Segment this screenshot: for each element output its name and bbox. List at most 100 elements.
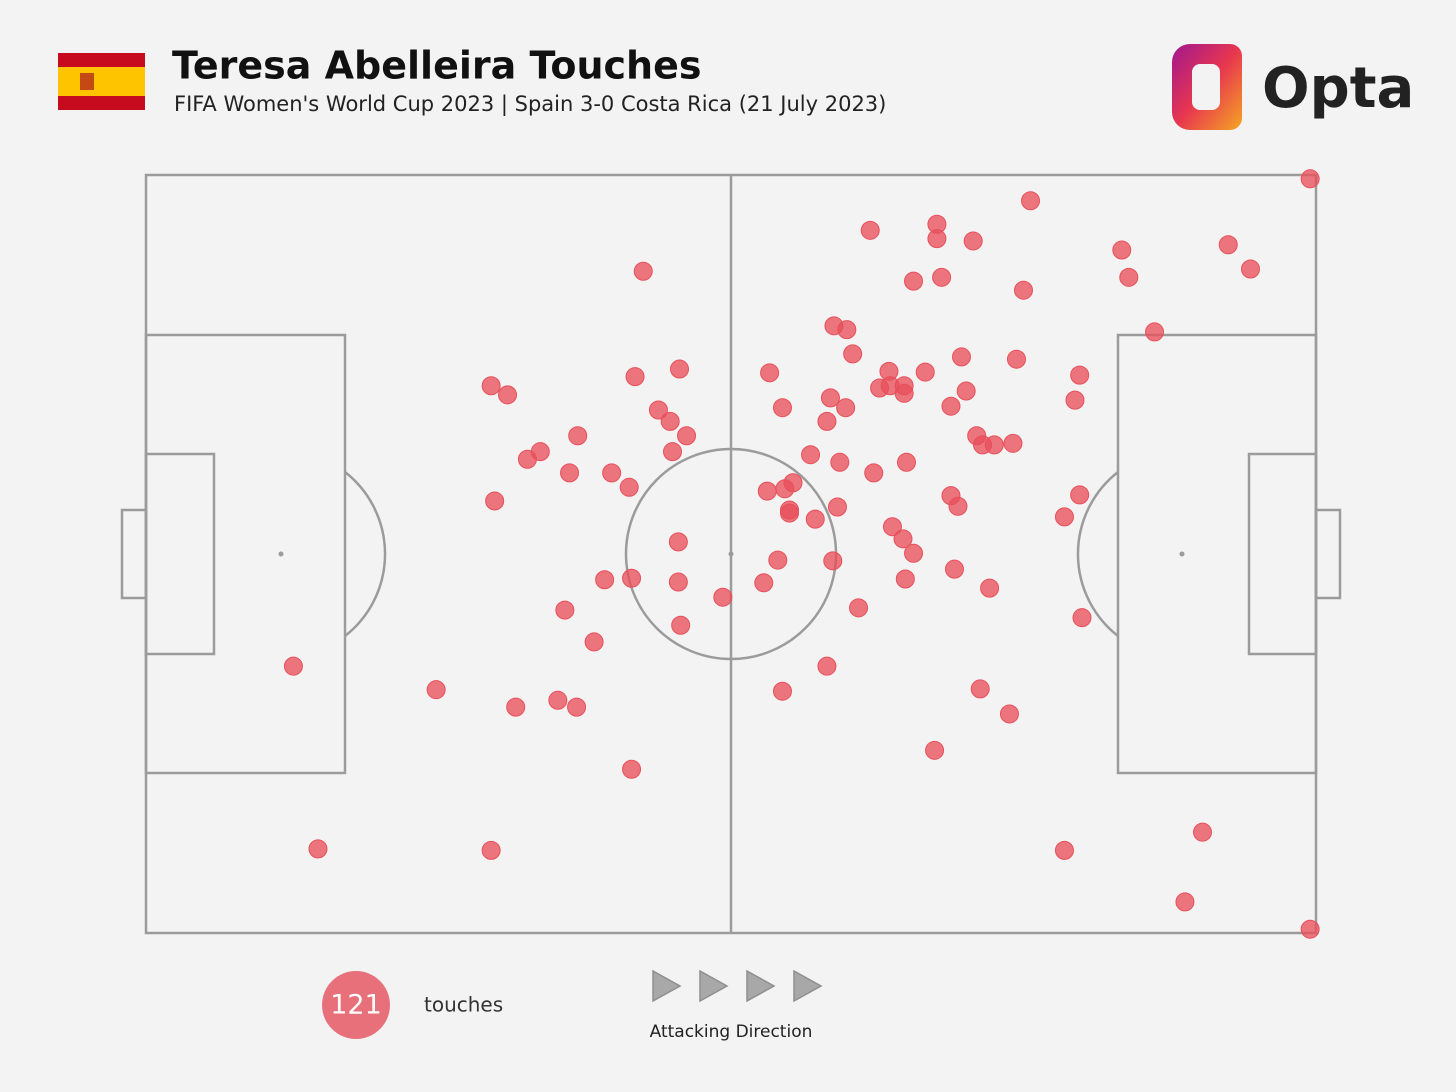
touch: [1054, 840, 1074, 860]
touch: [980, 578, 1000, 598]
touch: [999, 704, 1019, 724]
touch: [633, 261, 653, 281]
touch: [485, 491, 505, 511]
touch: [517, 449, 537, 469]
touch: [1070, 365, 1090, 385]
touch: [827, 497, 847, 517]
touch: [670, 359, 690, 379]
touch: [837, 320, 857, 340]
touch: [506, 697, 526, 717]
touch: [622, 759, 642, 779]
logo-text: Opta: [1262, 56, 1414, 121]
touch: [1021, 191, 1041, 211]
touch: [780, 503, 799, 523]
touch: [1119, 267, 1139, 287]
touch: [1112, 240, 1132, 260]
touch: [283, 656, 303, 676]
touch: [602, 463, 622, 483]
touch: [1218, 235, 1238, 255]
touch: [498, 385, 518, 405]
touch: [970, 679, 990, 699]
touch: [568, 426, 588, 446]
touch: [817, 656, 837, 676]
touch: [893, 529, 913, 549]
touch: [760, 363, 780, 383]
flag: [58, 53, 145, 110]
touch: [948, 496, 968, 516]
touch: [1240, 259, 1260, 279]
total-badge: [322, 971, 390, 1039]
logo-mark: [1172, 44, 1242, 130]
touch: [668, 572, 688, 592]
touch: [560, 463, 580, 483]
touch: [1175, 892, 1195, 912]
touch: [772, 398, 792, 418]
direction-label: Attacking Direction: [650, 1022, 813, 1042]
touch: [595, 570, 615, 590]
total-label: touches: [424, 993, 503, 1017]
touch: [830, 452, 850, 472]
touch: [915, 362, 935, 382]
pitch: [120, 173, 1342, 935]
touch: [567, 697, 587, 717]
touch: [308, 839, 328, 859]
touch: [481, 376, 501, 396]
touch: [984, 435, 1004, 455]
touch: [555, 600, 575, 620]
touch: [836, 398, 856, 418]
touch: [648, 400, 668, 420]
touch: [1003, 433, 1023, 453]
touch: [677, 426, 697, 446]
touch: [801, 445, 821, 465]
touch: [754, 573, 774, 593]
penalty-spot: [278, 551, 284, 557]
touch: [894, 383, 914, 403]
touch: [925, 740, 945, 760]
touch: [619, 477, 639, 497]
touch: [956, 381, 976, 401]
touch: [713, 587, 733, 607]
touch: [860, 220, 880, 240]
touch: [1300, 169, 1320, 189]
touch: [1193, 822, 1213, 842]
touch: [1065, 390, 1085, 410]
touch: [660, 411, 680, 431]
touch: [426, 680, 446, 700]
touch: [820, 388, 840, 408]
touch: [944, 559, 964, 579]
touch: [768, 550, 788, 570]
touch: [1300, 919, 1320, 939]
touch: [932, 267, 952, 287]
penalty-spot: [1179, 551, 1185, 557]
chart-title: Teresa Abelleira Touches: [172, 44, 702, 88]
touch: [1014, 280, 1033, 300]
touch: [895, 569, 915, 589]
touch: [663, 442, 682, 462]
touch: [963, 231, 983, 251]
touch: [1054, 507, 1074, 527]
touch: [584, 632, 604, 652]
touch: [481, 840, 501, 860]
centre-spot: [728, 551, 734, 557]
touch: [671, 615, 691, 635]
touch: [904, 543, 924, 563]
touch: [625, 367, 645, 387]
direction-arrows: [652, 969, 823, 1003]
touch: [548, 690, 568, 710]
touch: [904, 271, 924, 291]
touch: [927, 229, 947, 249]
touch: [951, 347, 971, 367]
touch: [1145, 322, 1165, 342]
touch: [805, 509, 825, 529]
touch: [668, 532, 688, 552]
touch: [864, 463, 884, 483]
touch: [775, 479, 795, 499]
touch: [1006, 349, 1026, 369]
touch: [882, 517, 902, 537]
touch: [941, 396, 961, 416]
touch: [757, 481, 777, 501]
touch: [1070, 485, 1090, 505]
chart-subtitle: FIFA Women's World Cup 2023 | Spain 3-0 …: [174, 92, 886, 117]
